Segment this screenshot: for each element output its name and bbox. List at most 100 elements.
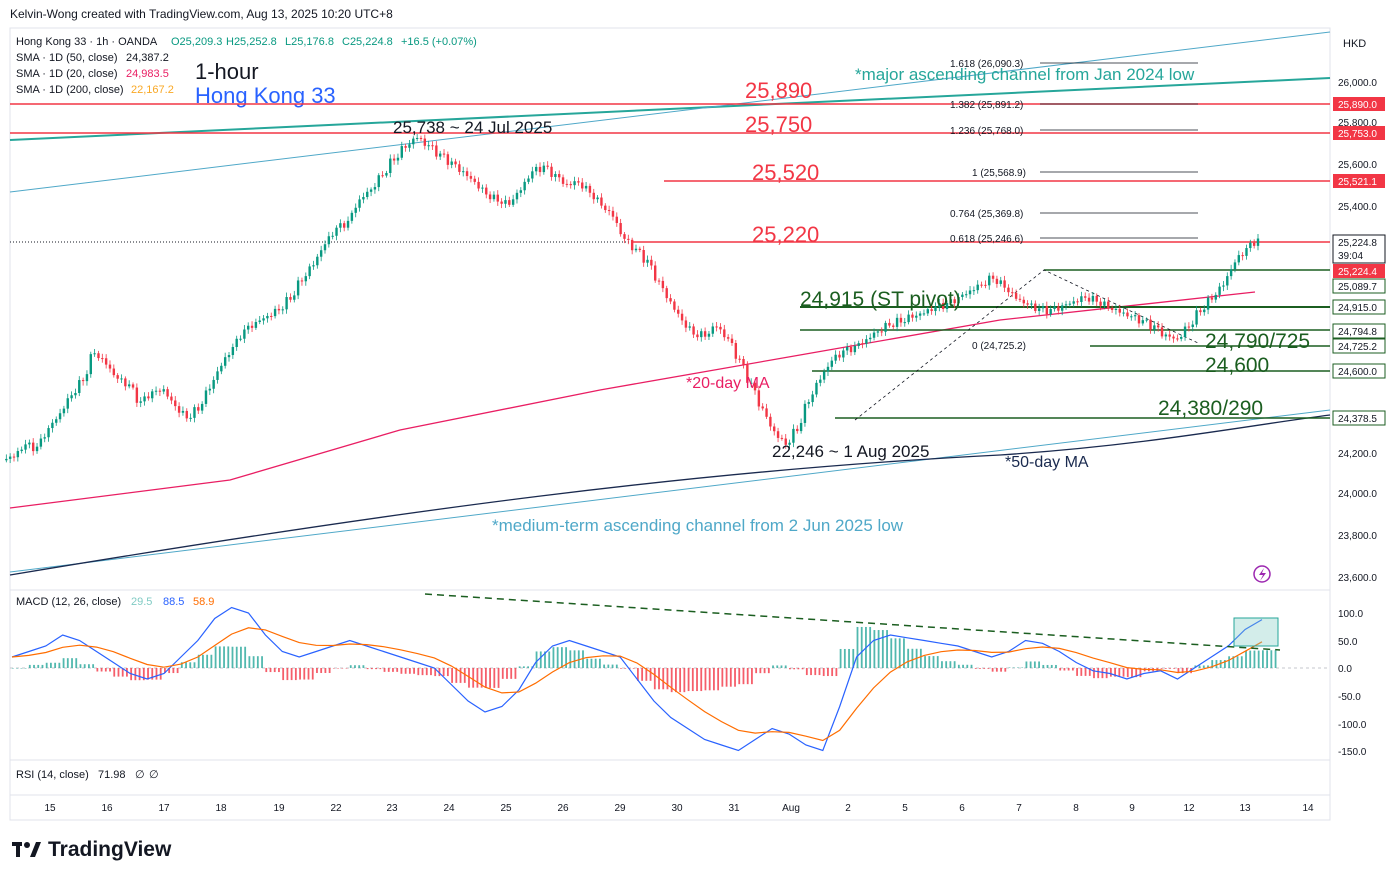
candlestick-series <box>5 134 1260 464</box>
candle-body <box>1149 319 1152 330</box>
macd-hist-bar <box>231 646 234 668</box>
macd-tick: -50.0 <box>1338 692 1361 703</box>
candle-body <box>911 314 914 318</box>
candle-body <box>515 192 519 200</box>
macd-highlight-box <box>1233 617 1279 647</box>
flash-icon[interactable] <box>1253 565 1271 583</box>
annotation-r2: 25,750 <box>745 112 812 137</box>
candle-body <box>730 338 734 344</box>
candle-body <box>458 164 461 172</box>
annotation-r3: 25,520 <box>752 160 819 185</box>
candle-body <box>1214 294 1217 300</box>
macd-hist-bar <box>556 647 559 668</box>
price-tick: 24,200.0 <box>1338 449 1377 460</box>
macd-hist-bar <box>510 668 513 679</box>
candle-body <box>838 354 841 358</box>
macd-hist-bar <box>12 668 14 669</box>
annotation-ma20: *20-day MA <box>686 375 770 392</box>
candle-body <box>542 165 546 173</box>
macd-hist-bar <box>1245 650 1247 668</box>
macd-hist-bar <box>185 662 187 668</box>
macd-hist-bar <box>328 668 331 673</box>
macd-hist-bar <box>548 651 551 668</box>
candle-body <box>181 410 185 413</box>
tag-bg <box>1333 126 1385 140</box>
candle-body <box>438 153 442 157</box>
macd-hist-bar <box>214 646 217 668</box>
candle-body <box>81 380 85 382</box>
macd-hist-bar <box>468 668 470 688</box>
candle-body <box>1203 309 1206 313</box>
macd-hist-bar <box>936 656 939 668</box>
candle-body <box>1249 242 1252 249</box>
macd-hist-bar <box>746 668 749 685</box>
annotation-r1: 25,890 <box>745 78 812 103</box>
candle-body <box>342 223 346 228</box>
candle-body <box>888 322 891 326</box>
creator-line: Kelvin-Wong created with TradingView.com… <box>10 7 393 21</box>
brand-name: TradingView <box>48 838 172 861</box>
macd-hist-bar <box>168 668 171 674</box>
macd-hist-bar <box>759 668 762 674</box>
candle-body <box>534 166 538 172</box>
macd-tick: 0.0 <box>1338 664 1352 675</box>
macd-hist-bar <box>666 668 669 690</box>
candle-body <box>677 309 680 314</box>
macd-hist-bar <box>1029 661 1032 668</box>
candle-body <box>1060 305 1064 311</box>
macd-hist-bar <box>577 650 580 668</box>
candle-body <box>362 197 365 200</box>
macd-tick: -150.0 <box>1338 747 1367 758</box>
candle-body <box>500 201 503 204</box>
candle-body <box>799 422 803 432</box>
macd-hist-bar <box>121 668 124 677</box>
macd-hist-bar <box>155 668 158 680</box>
candle-body <box>112 368 116 376</box>
candle-body <box>865 339 868 344</box>
candle-body <box>1141 320 1145 324</box>
candle-body <box>381 175 384 177</box>
macd-hist-bar <box>772 665 774 668</box>
macd-hist-bar <box>827 668 829 677</box>
candle-body <box>853 345 857 353</box>
macd-hist-bar <box>886 630 888 668</box>
macd-hist-bar <box>332 668 335 669</box>
candle-body <box>93 353 96 355</box>
price-tick: 25,800.0 <box>1338 118 1377 129</box>
candle-body <box>938 303 941 307</box>
macd-hist-bar <box>979 668 981 669</box>
candle-body <box>273 308 277 317</box>
macd-hist-bar <box>890 638 893 668</box>
macd-hist-bar <box>197 654 200 668</box>
candle-body <box>415 137 419 139</box>
candle-body <box>488 194 492 200</box>
candle-body <box>607 210 611 212</box>
timeframe-label: 1-hour <box>195 59 259 84</box>
candle-body <box>200 403 204 411</box>
candle-body <box>1172 336 1175 339</box>
fib-0618: 0.618 (25,246.6) <box>950 234 1023 245</box>
tag-bg <box>1332 299 1386 315</box>
candle-body <box>131 384 135 388</box>
macd-hist-bar <box>307 668 310 680</box>
candle-body <box>1118 308 1121 313</box>
annotation-st-pivot: 24,915 (ST pivot) <box>800 288 961 311</box>
candle-body <box>62 408 66 414</box>
tag-bg <box>1333 264 1385 278</box>
macd-hist-bar <box>92 664 95 668</box>
candle-body <box>803 403 807 423</box>
candle-body <box>611 210 615 217</box>
tag-bg <box>1332 338 1386 354</box>
candle-body <box>630 239 634 251</box>
candle-body <box>1252 242 1256 246</box>
tag-24378: 24,378.5 <box>1338 414 1377 425</box>
price-tick: 24,000.0 <box>1338 489 1377 500</box>
candle-body <box>596 197 599 200</box>
macd-hist-bar <box>1169 668 1171 669</box>
macd-hist-bar <box>679 668 682 693</box>
candle-body <box>1099 301 1102 306</box>
candle-body <box>907 314 910 323</box>
time-tick: 25 <box>500 803 512 814</box>
candle-body <box>231 347 235 356</box>
macd-hist-bar <box>831 668 834 677</box>
